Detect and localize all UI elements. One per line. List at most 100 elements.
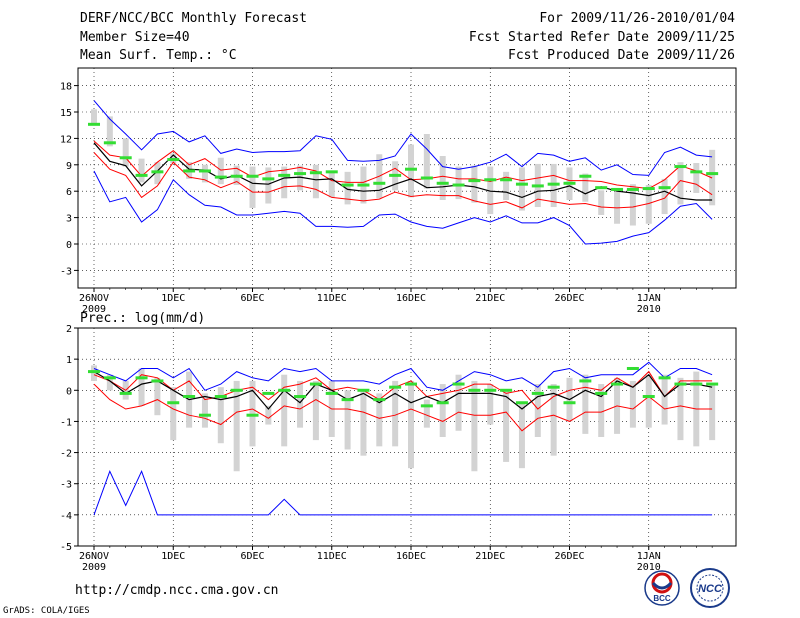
observed-mark-20 xyxy=(405,382,417,386)
x-tick-label: 21DEC xyxy=(475,551,505,562)
plot-frame xyxy=(77,67,737,289)
spread-box-11 xyxy=(265,167,272,204)
spread-box-34 xyxy=(629,380,636,428)
plot-frame xyxy=(77,327,737,547)
spread-box-32 xyxy=(598,190,605,215)
observed-mark-17 xyxy=(357,183,370,187)
x-tick-label: 1DEC xyxy=(161,293,185,304)
x-tick-label: 11DEC xyxy=(317,551,347,562)
observed-mark-3 xyxy=(135,173,148,177)
spread-box-23 xyxy=(455,374,462,431)
logo-group: BCC NCC xyxy=(644,568,730,608)
spread-box-7 xyxy=(201,393,208,428)
y-tick-label: 18 xyxy=(60,82,72,93)
observed-mark-26 xyxy=(500,178,513,182)
y-tick-label: 15 xyxy=(60,108,72,119)
observed-mark-15 xyxy=(325,170,338,174)
observed-mark-10 xyxy=(246,174,259,178)
observed-mark-30 xyxy=(563,181,576,185)
produced-date: Fcst Produced Date 2009/11/26 xyxy=(508,48,735,63)
ncc-logo: NCC xyxy=(690,568,730,608)
x-tick-label: 26NOV xyxy=(79,293,109,304)
spread-box-4 xyxy=(154,377,161,416)
x-tick-label: 1DEC xyxy=(161,551,185,562)
bcc-logo-text: BCC xyxy=(653,594,671,603)
observed-mark-32 xyxy=(595,186,608,190)
observed-mark-38 xyxy=(690,170,703,174)
observed-mark-3 xyxy=(135,376,148,380)
series-mean xyxy=(93,371,713,410)
x-tick-label: 6DEC xyxy=(240,551,264,562)
observed-mark-25 xyxy=(484,178,497,182)
observed-mark-38 xyxy=(690,382,703,386)
spread-box-21 xyxy=(423,134,430,189)
observed-mark-31 xyxy=(579,379,592,383)
observed-mark-34 xyxy=(626,187,639,191)
spread-box-16 xyxy=(344,390,351,450)
spread-box-1 xyxy=(106,374,113,391)
x-tick-year-label: 2009 xyxy=(82,304,106,315)
observed-mark-21 xyxy=(420,404,433,408)
observed-mark-5 xyxy=(167,158,180,162)
spread-box-3 xyxy=(138,158,145,183)
observed-mark-30 xyxy=(563,401,576,405)
spread-box-22 xyxy=(439,384,446,437)
observed-mark-39 xyxy=(706,172,719,176)
spread-box-36 xyxy=(661,374,668,425)
x-tick-year-label: 2009 xyxy=(82,562,106,573)
spread-box-26 xyxy=(503,390,510,462)
spread-box-9 xyxy=(233,380,240,472)
observed-mark-13 xyxy=(294,172,307,176)
observed-mark-1 xyxy=(103,376,116,380)
x-tick-label: 26DEC xyxy=(554,551,584,562)
spread-box-3 xyxy=(138,368,145,406)
observed-mark-7 xyxy=(198,169,211,173)
observed-mark-35 xyxy=(642,395,655,399)
observed-mark-7 xyxy=(198,413,211,417)
observed-mark-24 xyxy=(468,388,481,392)
observed-mark-37 xyxy=(674,382,687,386)
spread-box-12 xyxy=(281,166,288,199)
y-tick-label: -5 xyxy=(60,542,72,553)
spread-box-26 xyxy=(503,171,510,200)
spread-box-13 xyxy=(297,165,304,191)
spread-box-19 xyxy=(392,380,399,447)
observed-mark-4 xyxy=(151,170,164,174)
spread-box-23 xyxy=(455,166,462,200)
series-lower xyxy=(93,383,713,432)
observed-mark-32 xyxy=(595,391,608,395)
observed-mark-9 xyxy=(230,174,243,178)
spread-box-15 xyxy=(328,171,335,198)
observed-mark-21 xyxy=(420,176,433,180)
series-min xyxy=(93,170,713,245)
spread-box-11 xyxy=(265,405,272,425)
observed-mark-36 xyxy=(658,186,671,190)
series-mean xyxy=(93,142,713,201)
spread-box-20 xyxy=(408,144,414,198)
observed-mark-8 xyxy=(214,395,227,399)
observed-mark-34 xyxy=(626,366,639,370)
x-tick-label: 21DEC xyxy=(475,293,505,304)
spread-box-36 xyxy=(661,178,668,215)
observed-mark-14 xyxy=(309,382,322,386)
source-url[interactable]: http://cmdp.ncc.cma.gov.cn xyxy=(75,583,279,598)
spread-box-37 xyxy=(677,162,684,205)
observed-mark-11 xyxy=(262,177,275,181)
observed-mark-13 xyxy=(294,395,307,399)
observed-mark-14 xyxy=(309,171,322,175)
observed-mark-15 xyxy=(325,391,338,395)
series-upper xyxy=(93,140,713,190)
y-tick-label: 1 xyxy=(66,355,72,366)
observed-mark-24 xyxy=(468,179,481,183)
variable-label: Mean Surf. Temp.: °C xyxy=(80,48,237,63)
spread-box-34 xyxy=(629,184,636,226)
spread-box-29 xyxy=(550,384,557,456)
spread-box-0 xyxy=(91,109,97,124)
spread-box-25 xyxy=(487,384,494,425)
x-tick-label: 11DEC xyxy=(317,293,347,304)
observed-mark-20 xyxy=(405,167,417,171)
grads-credit: GrADS: COLA/IGES xyxy=(3,606,90,616)
